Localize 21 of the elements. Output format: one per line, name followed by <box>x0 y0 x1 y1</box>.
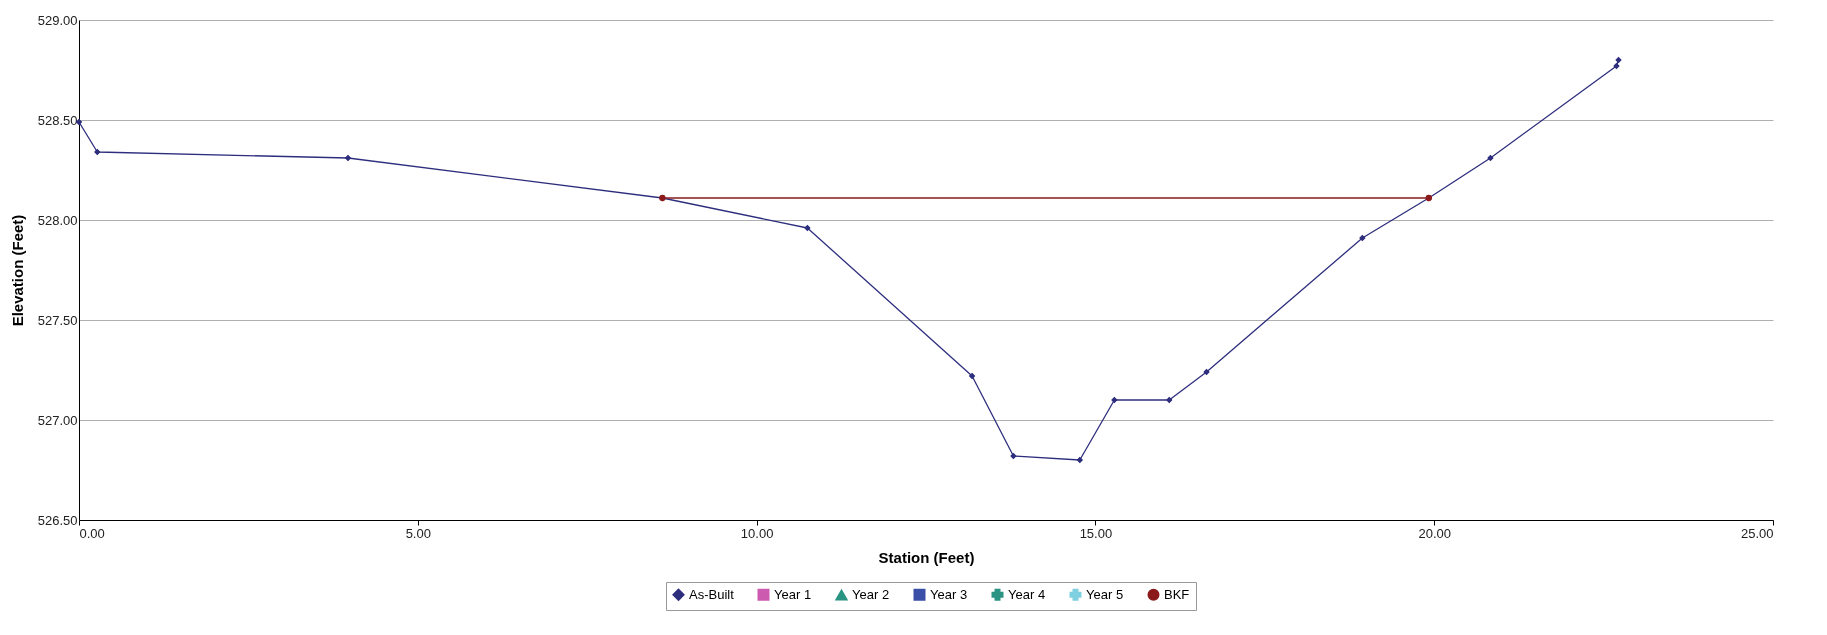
legend-label: Year 2 <box>852 587 890 603</box>
legend-label: Year 4 <box>1008 586 1046 602</box>
y-tick-label: 528.00 <box>37 212 78 228</box>
x-axis-title: Station (Feet) <box>878 548 975 566</box>
x-tick-label: 0.00 <box>79 525 105 541</box>
y-tick-label: 527.00 <box>37 412 78 428</box>
legend-label: Year 3 <box>930 586 968 602</box>
y-tick-label: 528.50 <box>37 112 78 128</box>
x-tick-label: 15.00 <box>1079 525 1113 541</box>
x-tick-label: 20.00 <box>1418 525 1451 541</box>
legend-label: As-Built <box>689 586 735 602</box>
y-tick-label: 527.50 <box>37 312 78 328</box>
x-tick-label: 5.00 <box>405 525 431 541</box>
y-axis-title: Elevation (Feet) <box>8 214 26 327</box>
legend-label: BKF <box>1164 586 1190 602</box>
legend-label: Year 1 <box>774 586 812 602</box>
y-tick-label: 526.50 <box>37 512 78 528</box>
x-tick-label: 10.00 <box>740 525 774 541</box>
y-tick-label: 529.00 <box>37 12 78 28</box>
legend-label: Year 5 <box>1086 586 1124 602</box>
x-tick-label: 25.00 <box>1740 525 1774 541</box>
